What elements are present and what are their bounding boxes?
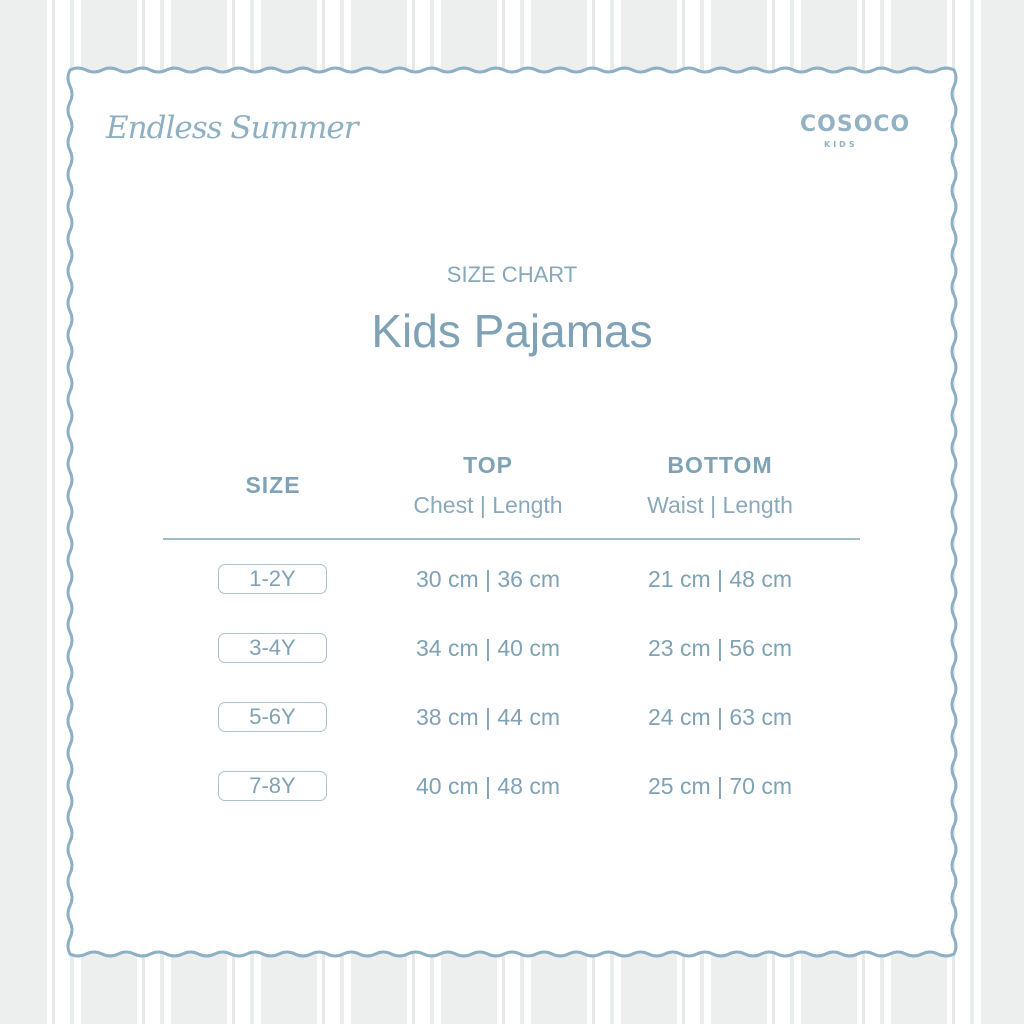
logo-sub: KIDS: [824, 140, 858, 149]
header-divider: [163, 538, 860, 540]
bottom-measure: 25 cm | 70 cm: [647, 773, 793, 799]
top-measure: 40 cm | 48 cm: [415, 773, 561, 799]
bottom-measure: 21 cm | 48 cm: [647, 566, 793, 592]
bottom-measure: 23 cm | 56 cm: [647, 635, 793, 661]
size-badge: 1-2Y: [218, 564, 327, 594]
size-badge: 3-4Y: [218, 633, 327, 663]
top-measure: 30 cm | 36 cm: [415, 566, 561, 592]
column-sub-bottom: Waist | Length: [647, 492, 793, 518]
top-measure: 38 cm | 44 cm: [415, 704, 561, 730]
bottom-measure: 24 cm | 63 cm: [647, 704, 793, 730]
page-title: Kids Pajamas: [371, 305, 653, 357]
top-measure: 34 cm | 40 cm: [415, 635, 561, 661]
cosoco-kids-logo: COSOCO KIDS: [800, 112, 910, 162]
size-badge: 5-6Y: [218, 702, 327, 732]
table-row: 1-2Y 30 cm | 36 cm 21 cm | 48 cm: [0, 564, 1024, 598]
page-subtitle: SIZE CHART: [446, 262, 578, 287]
size-badge: 7-8Y: [218, 771, 327, 801]
column-sub-top: Chest | Length: [413, 492, 563, 518]
table-row: 7-8Y 40 cm | 48 cm 25 cm | 70 cm: [0, 771, 1024, 805]
column-header-top: TOP: [463, 452, 513, 478]
column-header-bottom: BOTTOM: [667, 452, 773, 478]
column-header-size: SIZE: [245, 472, 301, 498]
brand-script-title: Endless Summer: [106, 110, 359, 146]
table-row: 3-4Y 34 cm | 40 cm 23 cm | 56 cm: [0, 633, 1024, 667]
table-row: 5-6Y 38 cm | 44 cm 24 cm | 63 cm: [0, 702, 1024, 736]
logo-word: COSOCO: [800, 112, 911, 137]
